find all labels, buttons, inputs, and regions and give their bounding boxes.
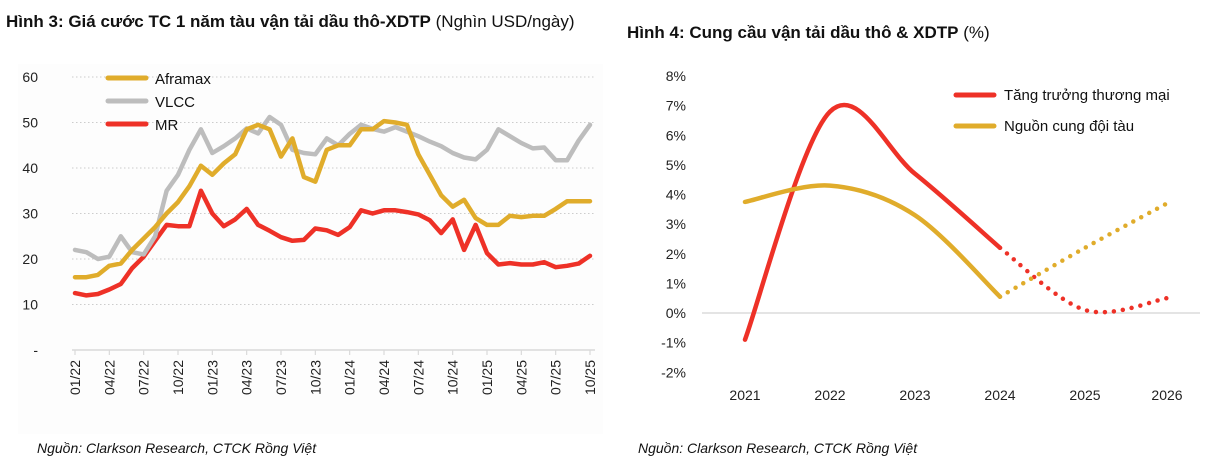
figure-4-title-unit: (%)	[958, 23, 990, 42]
series-line-trade-actual	[742, 102, 1003, 342]
y-tick-label: 4%	[666, 187, 686, 203]
figure-3-title: Hình 3: Giá cước TC 1 năm tàu vận tải dầ…	[6, 10, 606, 33]
x-tick-label: 04/23	[239, 360, 255, 395]
y-tick-label: 2%	[666, 246, 686, 262]
y-tick-label: 7%	[666, 98, 686, 114]
y-tick-label: 6%	[666, 127, 686, 143]
x-tick-label: 10/24	[445, 360, 461, 395]
x-tick-label: 01/25	[479, 360, 495, 395]
y-tick-label: 0%	[666, 305, 686, 321]
x-tick-label: 2022	[814, 387, 845, 403]
series-line-aframax	[72, 118, 593, 280]
x-tick-label: 07/25	[548, 360, 564, 395]
x-tick-label: 2026	[1151, 387, 1182, 403]
x-tick-label: 07/22	[136, 360, 152, 395]
x-tick-label: 2023	[899, 387, 930, 403]
x-tick-label: 04/25	[513, 360, 529, 395]
figure-3-title-unit: (Nghìn USD/ngày)	[430, 12, 575, 31]
series-line-supply-actual	[742, 183, 1003, 299]
x-tick-label: 2024	[984, 387, 1015, 403]
x-tick-label: 01/23	[204, 360, 220, 395]
figure-4-source: Nguồn: Clarkson Research, CTCK Rồng Việt	[638, 440, 918, 456]
x-tick-label: 04/22	[101, 360, 117, 395]
x-tick-label: 07/24	[410, 360, 426, 395]
x-tick-label: 2021	[729, 387, 760, 403]
y-tick-label: 1%	[666, 275, 686, 291]
series-line-vlcc	[72, 114, 593, 262]
freight-rates-chart: - 10 20 30 40 50 60 01/22 04/22 07/22 10/22 01/23 04…	[22, 69, 598, 395]
figure-4-title-bold: Hình 4: Cung cầu vận tải dầu thô & XDTP	[627, 23, 959, 42]
x-tick-label: 04/24	[376, 360, 392, 395]
y-tick-label: 50	[22, 115, 38, 131]
chart-panel-freight-rates: - 10 20 30 40 50 60 01/22 04/22 07/22 10/22 01/23 04…	[18, 64, 603, 434]
x-tick-label: 07/23	[273, 360, 289, 395]
y-tick-label: -2%	[661, 364, 686, 380]
legend-label-mr: MR	[155, 117, 178, 134]
x-tick-label: 2025	[1069, 387, 1100, 403]
legend-label-trade: Tăng trưởng thương mại	[1004, 87, 1170, 104]
y-tick-label: 60	[22, 69, 38, 85]
y-tick-label: 5%	[666, 157, 686, 173]
y-tick-label: -	[33, 342, 38, 358]
y-tick-label: 40	[22, 160, 38, 176]
x-tick-label: 01/22	[67, 360, 83, 395]
legend-label-supply: Nguồn cung đội tàu	[1004, 118, 1134, 135]
series-line-supply-forecast	[997, 201, 1170, 299]
supply-demand-chart: -2% -1% 0% 1% 2% 3% 4% 5% 6% 7% 8% 2021 2022 2023 2024…	[661, 68, 1200, 403]
series-line-mr	[72, 188, 593, 298]
y-tick-label: 10	[22, 297, 38, 313]
figure-3-title-bold: Hình 3: Giá cước TC 1 năm tàu vận tải dầ…	[6, 12, 431, 31]
figure-3-source: Nguồn: Clarkson Research, CTCK Rồng Việt	[37, 440, 317, 456]
series-line-trade-forecast	[997, 245, 1170, 315]
x-tick-label: 01/24	[342, 360, 358, 395]
y-tick-label: 20	[22, 251, 38, 267]
x-tick-label: 10/25	[582, 360, 598, 395]
y-tick-label: 3%	[666, 216, 686, 232]
chart-panel-supply-demand: -2% -1% 0% 1% 2% 3% 4% 5% 6% 7% 8% 2021 2022 2023 2024…	[632, 64, 1211, 409]
legend-label-aframax: Aframax	[155, 71, 211, 88]
x-tick-label: 10/22	[170, 360, 186, 395]
figure-4-title: Hình 4: Cung cầu vận tải dầu thô & XDTP …	[627, 21, 1207, 44]
y-tick-label: 8%	[666, 68, 686, 84]
y-tick-label: -1%	[661, 335, 686, 351]
y-tick-label: 30	[22, 206, 38, 222]
legend-label-vlcc: VLCC	[155, 94, 195, 111]
x-tick-label: 10/23	[307, 360, 323, 395]
